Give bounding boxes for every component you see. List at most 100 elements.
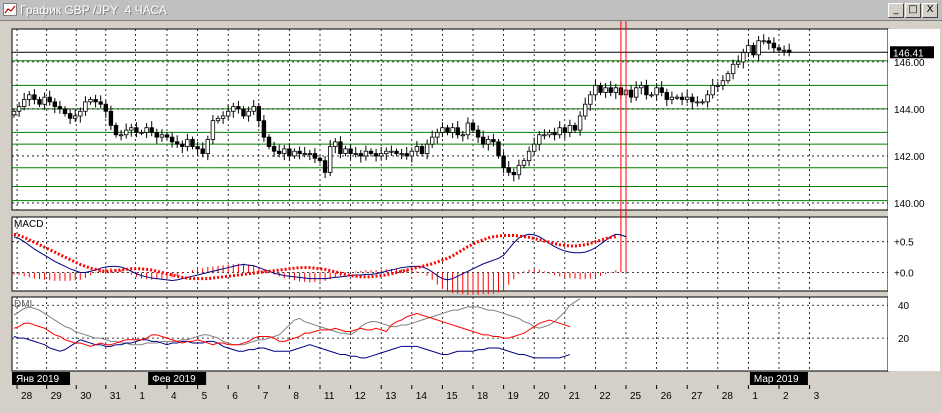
candle-body-33 bbox=[180, 143, 185, 147]
candle-body-134 bbox=[695, 101, 700, 104]
candle-body-46 bbox=[246, 110, 251, 117]
candle-body-118 bbox=[613, 87, 618, 93]
candle-body-17 bbox=[98, 101, 103, 105]
candle-body-65 bbox=[343, 148, 348, 154]
candle-body-30 bbox=[164, 134, 170, 138]
candle-body-82 bbox=[429, 136, 435, 145]
day-tick-label-23: 28 bbox=[722, 391, 734, 402]
candle-body-94 bbox=[491, 139, 496, 143]
window-title: График GBP /JPY 4 ЧАСА bbox=[20, 3, 167, 17]
minimize-button[interactable]: _ bbox=[888, 3, 904, 18]
maximize-button[interactable]: □ bbox=[905, 3, 921, 18]
day-tick-label-25: 2 bbox=[783, 391, 789, 402]
candle-body-28 bbox=[154, 132, 159, 138]
candle-body-78 bbox=[409, 150, 414, 157]
day-tick-label-13: 14 bbox=[416, 391, 428, 402]
candle-body-20 bbox=[113, 124, 119, 136]
candle-body-130 bbox=[674, 96, 680, 99]
candle-body-45 bbox=[241, 108, 246, 117]
month-label-2: Мар 2019 bbox=[754, 374, 799, 385]
candle-body-60 bbox=[317, 157, 323, 162]
candle-body-128 bbox=[664, 92, 669, 100]
candle-body-15 bbox=[88, 99, 93, 103]
day-tick-label-8: 7 bbox=[263, 391, 269, 402]
chart-area[interactable]: 146.00 144.00 142.00 140.00 146.41 +0.5 +0.0 MA… bbox=[0, 21, 942, 408]
chart-canvas: 146.00 144.00 142.00 140.00 146.41 +0.5 +0.0 MA… bbox=[0, 21, 942, 408]
price-tick-label-2: 142.00 bbox=[894, 152, 925, 163]
candle-body-87 bbox=[455, 127, 460, 136]
day-tick-label-22: 27 bbox=[691, 391, 703, 402]
macd-tick-label-0: +0.5 bbox=[894, 238, 914, 249]
day-tick-label-4: 1 bbox=[139, 391, 145, 402]
candle-body-76 bbox=[399, 153, 404, 155]
price-tick-label-0: 146.00 bbox=[894, 58, 925, 69]
candle-body-106 bbox=[552, 132, 557, 136]
month-label-1: Фев 2019 bbox=[152, 374, 196, 385]
candle-body-69 bbox=[363, 150, 369, 157]
price-axis-area bbox=[888, 29, 940, 371]
candle-body-24 bbox=[134, 127, 139, 133]
day-tick-label-15: 18 bbox=[477, 391, 489, 402]
candle-body-102 bbox=[532, 143, 537, 152]
candle-body-110 bbox=[572, 124, 578, 131]
dmi-adx-line bbox=[13, 298, 581, 346]
day-tick-label-2: 30 bbox=[80, 391, 92, 402]
candle-body-31 bbox=[169, 136, 175, 143]
candle-body-123 bbox=[639, 85, 644, 89]
candle-body-141 bbox=[730, 63, 736, 75]
dmi-minus-di-line bbox=[13, 312, 571, 347]
macd-tick-label-1: +0.0 bbox=[894, 269, 914, 280]
price-tick-label-3: 140.00 bbox=[894, 199, 925, 210]
day-tick-label-17: 20 bbox=[538, 391, 550, 402]
candle-body-5 bbox=[37, 99, 42, 105]
candle-body-21 bbox=[118, 134, 124, 137]
candle-body-104 bbox=[542, 134, 547, 137]
macd-label: MACD bbox=[14, 219, 43, 230]
day-tick-label-20: 25 bbox=[630, 391, 642, 402]
candle-body-93 bbox=[486, 139, 491, 145]
candle-body-83 bbox=[435, 132, 440, 138]
candle-body-58 bbox=[307, 153, 312, 155]
candle-body-143 bbox=[741, 52, 746, 63]
candle-body-57 bbox=[302, 153, 307, 155]
candle-body-139 bbox=[720, 80, 726, 86]
candle-body-149 bbox=[771, 42, 777, 49]
candle-body-35 bbox=[190, 139, 195, 147]
candle-body-145 bbox=[751, 45, 756, 56]
day-tick-label-6: 5 bbox=[202, 391, 208, 402]
candle-body-62 bbox=[327, 146, 333, 173]
panel-dmi bbox=[11, 296, 889, 372]
candle-body-25 bbox=[139, 132, 144, 134]
candle-body-4 bbox=[32, 94, 37, 100]
close-button[interactable]: X bbox=[922, 3, 938, 18]
candle-body-22 bbox=[124, 129, 129, 136]
candle-body-72 bbox=[378, 153, 384, 157]
candle-body-67 bbox=[353, 153, 358, 155]
window-titlebar[interactable]: График GBP /JPY 4 ЧАСА _ □ X bbox=[0, 0, 942, 21]
candle-body-75 bbox=[394, 150, 399, 154]
candle-body-19 bbox=[108, 110, 114, 126]
month-label-bg-0 bbox=[12, 372, 70, 385]
candle-body-51 bbox=[271, 146, 277, 152]
month-label-bg-2 bbox=[749, 372, 808, 385]
candle-body-131 bbox=[679, 96, 685, 100]
candle-body-10 bbox=[62, 108, 68, 115]
day-tick-label-16: 19 bbox=[508, 391, 520, 402]
candle-body-135 bbox=[700, 101, 705, 104]
candle-body-86 bbox=[450, 127, 455, 133]
candle-body-9 bbox=[57, 106, 63, 110]
day-tick-label-12: 13 bbox=[385, 391, 397, 402]
candle-body-43 bbox=[231, 106, 236, 112]
candle-body-14 bbox=[83, 101, 88, 112]
candle-body-92 bbox=[480, 136, 486, 145]
candle-body-90 bbox=[470, 122, 476, 131]
candle-body-40 bbox=[215, 117, 221, 122]
candle-body-81 bbox=[424, 143, 430, 154]
candle-body-150 bbox=[776, 47, 782, 51]
candle-body-48 bbox=[256, 106, 261, 122]
candle-body-122 bbox=[634, 87, 639, 98]
candle-body-77 bbox=[404, 153, 409, 157]
candle-body-11 bbox=[67, 113, 73, 119]
candle-body-12 bbox=[73, 115, 78, 119]
candle-body-105 bbox=[547, 132, 552, 136]
